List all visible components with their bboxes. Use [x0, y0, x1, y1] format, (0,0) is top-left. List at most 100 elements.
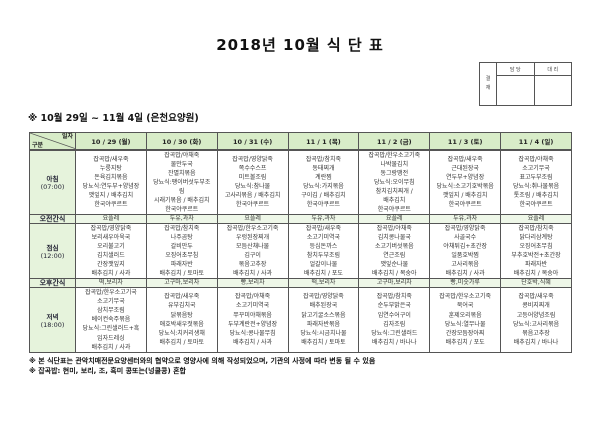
- menu-item: 잡곡밥/영양닭죽: [232, 156, 273, 163]
- snack-cell: 단호박,식혜: [500, 278, 572, 287]
- menu-item: 당뇨식:오이무침: [373, 178, 415, 186]
- breakfast-cell: 잡곡밥/새우죽 근대된장국 연두부+양념장 당뇨식:소고기호박볶음 깻잎지 / 배추김치…: [429, 149, 502, 214]
- menu-item: 우렁된장찌개: [236, 233, 270, 241]
- lunch-cell: 잡곡밥/영양닭죽 사골국수 야채튀김+초간장 일품호박찜 고사리볶음 배추김치 / 사과: [429, 223, 502, 278]
- menu-item: 애호박새우젓볶음: [159, 320, 204, 328]
- corner-cell: 일자 구분: [29, 132, 76, 151]
- menu-item: 당뇨식:치커리생채: [158, 329, 205, 337]
- snack-cell: 빵,미숫가루: [429, 278, 502, 287]
- menu-item: 얼갈이나물: [309, 260, 338, 268]
- menu-item: 잡곡밥/참치죽: [164, 224, 200, 232]
- menu-item: 당뇨식:가지볶음: [303, 183, 344, 190]
- approval-col-deputy: 대 리: [533, 62, 572, 76]
- menu-item: 잔멸치볶음: [167, 169, 196, 177]
- menu-item: 볶음고추장: [522, 329, 550, 337]
- menu-item: 잡곡밥/한우소고기죽: [439, 293, 491, 301]
- menu-item: 동그랑땡전: [380, 169, 409, 177]
- breakfast-cell: 잡곡밥/참치죽 동태찌개 계란찜 당뇨식:가지볶음 구이김 / 배추김치 한국야쿠르트: [287, 149, 360, 214]
- menu-item: 시래기볶음 / 배추김치: [154, 196, 210, 204]
- menu-item: 한국야쿠르트: [165, 205, 199, 213]
- menu-item: 배추된장국: [309, 302, 338, 310]
- menu-item: 삼치무조림: [97, 306, 125, 314]
- menu-item: 고사리볶음: [451, 260, 479, 268]
- dinner-label: 저녁 (18:00): [29, 287, 76, 353]
- menu-item: 일품호박찜: [451, 251, 479, 259]
- menu-item: 한국야쿠르트: [377, 205, 411, 213]
- menu-item: 배추김치 / 복숭아: [372, 269, 417, 277]
- snack-cell: 고구마,보리차: [145, 278, 218, 287]
- menu-item: 유부김치국: [167, 302, 196, 310]
- snack-cell: 떡,보리차: [287, 278, 360, 287]
- dinner-cell: 잡곡밥/새우죽 유부김치국 닭볶음탕 애호박새우젓볶음 당뇨식:치커리생채 배추김치 / …: [145, 287, 218, 353]
- day-header: 11 / 1 (목): [287, 132, 360, 151]
- menu-item: 소고기무국: [522, 165, 550, 172]
- menu-item: 당뇨식:그린샐러드+흑: [82, 325, 140, 333]
- corner-bottom-label: 구분: [32, 141, 44, 149]
- menu-item: 보리새우아욱국: [91, 233, 131, 241]
- menu-item: 깻잎지 / 배추김치: [88, 192, 134, 199]
- lunch-cell: 잡곡밥/한우소고기죽 우렁된장찌개 모듬산채나물 김구이 볶음고추장 배추김치 / 사과: [216, 223, 289, 278]
- pm-snack-label: 오후간식: [29, 278, 76, 287]
- menu-item: 당뇨식:열무나물: [444, 320, 486, 328]
- dinner-cell: 잡곡밥/영양닭죽 배추된장국 닭고기굴소스볶음 파래자반볶음 당뇨식:시금치나물 배추김치…: [287, 287, 360, 353]
- menu-item: 파래자반볶음: [306, 320, 341, 328]
- menu-item: 닭다리삼계탕: [519, 233, 553, 241]
- page-title: 2018년 10월 식 단 표: [216, 36, 384, 54]
- menu-item: 배추김치 / 포도: [445, 339, 485, 347]
- menu-item: 잡곡밥/참치죽: [305, 156, 342, 163]
- lunch-row: 점심 (12:00) 잡곡밥/영양닭죽 보리새우아욱국 오리불고기 김치샐러드 간장깻잎지…: [29, 223, 572, 278]
- period-subtitle: ※ 10월 29일 ~ 11월 4일 (은천요양원): [28, 113, 199, 124]
- breakfast-cell: 잡곡밥/야채죽 소고기무국 표고두부조림 당뇨식:취나물볶음 톳조림 / 배추김치 한국야…: [500, 149, 572, 214]
- menu-item: 소고기미역국: [306, 233, 341, 241]
- dinner-cell: 잡곡밥/참치죽 순두부맑은국 임연수어구이 김자조림 당뇨식:그린샐러드 배추김치 / 바…: [358, 287, 431, 353]
- breakfast-label: 아침 (07:00): [29, 149, 76, 214]
- menu-item: 오징어초무침: [519, 242, 553, 250]
- menu-item: 배추김치 / 사과: [445, 269, 485, 277]
- menu-item: 임연수어구이: [377, 311, 411, 319]
- menu-item: 잡곡밥/새우죽: [305, 224, 342, 232]
- footnote-1: ※ 본 식단표는 관악치매전문요양센터와의 협약으로 영양사에 의해 작성되었으…: [29, 356, 376, 365]
- menu-item: 배추김치 / 바나나: [513, 339, 559, 347]
- menu-item: 닭볶음탕: [170, 311, 193, 319]
- menu-item: 야채튀김+초간장: [443, 242, 487, 250]
- lunch-label: 점심 (12:00): [29, 223, 76, 278]
- menu-item: 배추김치: [383, 196, 406, 204]
- menu-item: 쪽수수스프: [238, 165, 267, 172]
- approval-col-staff: 담 당: [496, 62, 535, 76]
- menu-item: 나박물김치: [380, 160, 409, 168]
- menu-item: 한국야쿠르트: [519, 201, 553, 208]
- menu-item: 사골국수: [454, 233, 477, 241]
- footnotes: ※ 본 식단표는 관악치매전문요양센터와의 협약으로 영양사에 의해 작성되었으…: [29, 356, 589, 376]
- menu-item: 김치샐러드: [97, 251, 125, 259]
- menu-item: 배추김치 / 사과: [233, 339, 273, 347]
- menu-item: 소고기미역국: [236, 302, 270, 310]
- menu-item: 배추김치 / 포도: [303, 269, 343, 277]
- snack-cell: 빵,보리차: [216, 278, 289, 287]
- menu-item: 순두부맑은국: [377, 302, 411, 310]
- dinner-cell: 잡곡밥/한우소고기국 소고기무국 삼치무조림 베이컨숙주볶음 당뇨식:그린샐러드+흑 임자…: [75, 287, 147, 353]
- menu-item: 임자드레싱: [97, 334, 125, 342]
- snack-cell: 두유,과자: [429, 214, 502, 223]
- menu-item: 배추김치 / 토마토: [159, 339, 204, 347]
- menu-item: 한국야쿠르트: [306, 201, 341, 208]
- menu-item: 잡곡밥/참치죽: [518, 224, 554, 232]
- menu-item: 볶음고추장: [238, 260, 267, 268]
- menu-item: 구이김 / 배추김치: [301, 192, 346, 199]
- menu-item: 파래자반: [170, 260, 193, 268]
- header-row: 일자 구분 10 / 29 (월) 10 / 30 (화) 10 / 31 (수) 1…: [29, 132, 572, 151]
- menu-item: 김치콩나물국: [377, 233, 411, 241]
- menu-item: 부추호박전+초간장: [511, 251, 561, 259]
- menu-item: 훈제오리볶음: [448, 311, 482, 319]
- footnote-2: ※ 잡곡밥: 현미, 보리, 조, 흑미 콩또는(넝쿨콩) 혼합: [29, 366, 186, 375]
- menu-item: 간장깻잎지: [97, 260, 125, 268]
- menu-item: 두부계란전+양념장: [228, 320, 278, 328]
- dinner-cell: 잡곡밥/한우소고기죽 북어국 훈제오리볶음 당뇨식:열무나물 간장모듬장아찌 배추김치 /…: [429, 287, 502, 353]
- day-header: 10 / 30 (화): [145, 132, 218, 151]
- snack-cell: 두유,과자: [145, 214, 218, 223]
- menu-item: 배추김치 / 바나나: [372, 339, 417, 347]
- menu-item: 당뇨식:소고기호박볶음: [436, 183, 494, 190]
- menu-item: 김자조림: [383, 320, 406, 328]
- menu-item: 참치두부조림: [306, 251, 341, 259]
